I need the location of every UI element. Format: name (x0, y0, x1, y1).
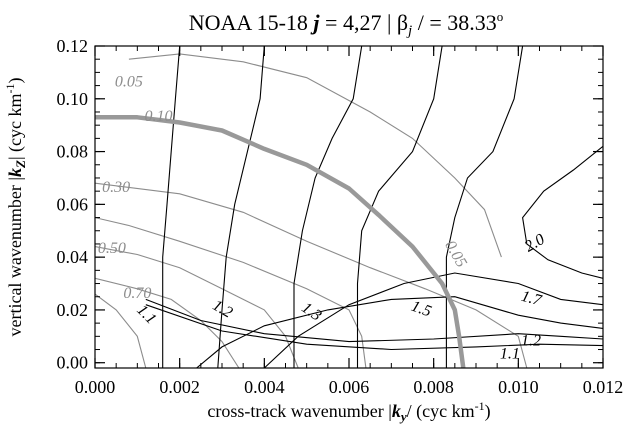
y-tick-label: 0.12 (57, 36, 89, 56)
gray-contour-0 (128, 53, 502, 258)
title-beta-symbol: β (397, 10, 408, 35)
title-prefix: NOAA 15-18 (189, 10, 314, 35)
y-tick-label: 0.06 (57, 194, 89, 214)
xlabel-unit-exp: -1 (475, 399, 485, 413)
black-contour-3 (356, 46, 443, 368)
y-tick-label: 0.02 (57, 300, 89, 320)
gray-contour-label-0: 0.05 (115, 74, 143, 91)
gray-contour-label-2: 0.30 (102, 179, 130, 196)
title-beta-sub: j (406, 23, 412, 39)
xlabel-sub: y (399, 409, 407, 424)
black-contour-8 (145, 298, 603, 343)
black-contour-7 (196, 296, 603, 368)
gray-contour-1 (95, 182, 528, 368)
gray-contour-label-4: 0.70 (123, 285, 151, 302)
black-contour-label-2: 1.3 (298, 299, 324, 324)
plot-frame (94, 45, 604, 369)
x-tick-label: 0.000 (75, 377, 116, 397)
title-degree: o (497, 9, 504, 24)
ylabel-unit-open: | (cyc km (5, 93, 26, 160)
xlabel-text: cross-track wavenumber | (207, 401, 392, 421)
contour-lines (95, 46, 603, 368)
xlabel-symbol: k (392, 401, 401, 421)
x-tick-label: 0.004 (244, 377, 285, 397)
axis-tick-labels: 0.000 0.002 0.004 0.006 0.008 0.010 0.012 0.00 0… (57, 36, 623, 397)
y-axis-title: vertical wavenumber |kZ| (cyc km-1) (3, 77, 28, 336)
xlabel-unit-open: / (cyc km (407, 401, 475, 422)
black-contour-label-4: 1.7 (519, 288, 544, 310)
title-j-symbol: j (310, 10, 320, 35)
title-beta-value: / = 38.33 (412, 10, 497, 35)
xlabel-unit-close: ) (485, 401, 491, 422)
gray-contour-5 (95, 293, 147, 368)
ylabel-sub: Z (13, 160, 28, 169)
y-tick-label: 0.08 (57, 142, 89, 162)
black-contour-5 (522, 145, 603, 279)
gray-contour-4 (95, 277, 240, 368)
x-tick-label: 0.008 (413, 377, 454, 397)
ylabel-text: vertical wavenumber | (5, 177, 25, 337)
ylabel-unit-exp: -1 (3, 83, 17, 93)
y-tick-label: 0.10 (57, 89, 89, 109)
ylabel-symbol: k (5, 168, 25, 177)
thick-contour (95, 115, 466, 368)
title-j-value: = 4,27 | (320, 10, 397, 35)
black-contour-1 (217, 46, 265, 368)
x-tick-label: 0.002 (159, 377, 200, 397)
black-contour-6 (263, 272, 603, 368)
black-contour-9 (145, 304, 603, 351)
x-tick-label: 0.010 (498, 377, 539, 397)
x-tick-label: 0.012 (583, 377, 623, 397)
gray-contour-label-1: 0.10 (145, 108, 173, 125)
black-contour-4 (445, 46, 524, 368)
axis-ticks (94, 45, 604, 368)
chart-title: NOAA 15-18 j = 4,27 | βj / = 38.33o (189, 9, 504, 39)
x-axis-title: cross-track wavenumber |ky/ (cyc km-1) (207, 399, 490, 424)
black-contour-label-3: 1.5 (409, 298, 434, 321)
black-contour-0 (162, 46, 181, 368)
black-contour-2 (293, 46, 363, 368)
y-tick-label: 0.00 (57, 353, 89, 373)
ylabel-unit-close: ) (5, 77, 26, 83)
gray-contour-3 (95, 246, 299, 368)
gray-contour-label-5: 0.05 (441, 238, 470, 271)
black-contour-label-0: 1.1 (133, 302, 159, 328)
black-contour-label-1: 1.2 (209, 297, 235, 322)
x-tick-label: 0.006 (329, 377, 370, 397)
gray-contour-label-3: 0.50 (98, 240, 126, 257)
black-contour-label-6: 1.2 (521, 332, 541, 349)
y-tick-label: 0.04 (57, 247, 89, 267)
gray-contour-2 (95, 217, 367, 368)
black-contour-label-7: 1.1 (500, 345, 520, 362)
